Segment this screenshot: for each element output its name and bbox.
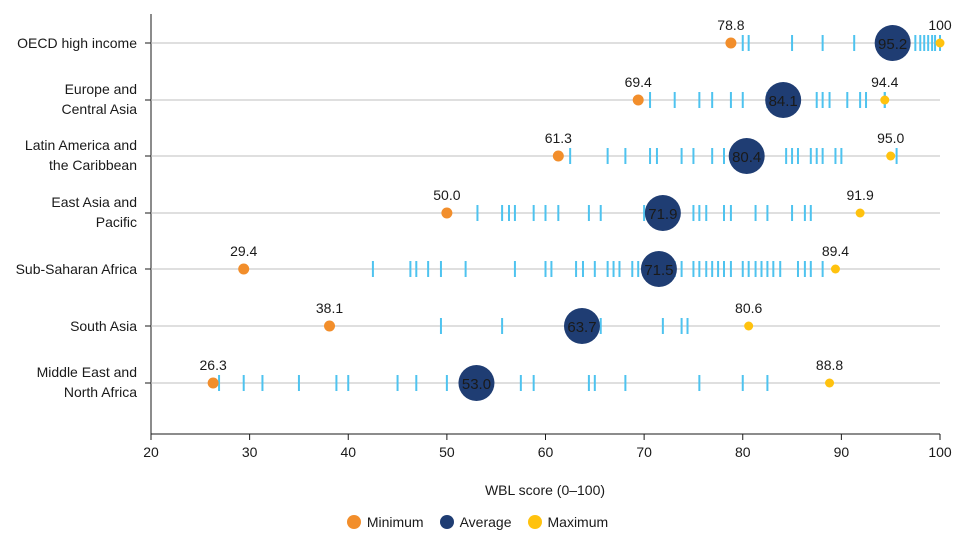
avg-label-0: 95.2 (878, 36, 907, 53)
legend-swatch-minimum (346, 515, 361, 529)
avg-label-1: 84.1 (769, 93, 798, 110)
x-tick-label-50: 50 (439, 444, 455, 460)
min-marker-6 (207, 377, 219, 389)
x-tick-label-70: 70 (636, 444, 652, 460)
min-marker-3 (441, 207, 453, 219)
legend-label-maximum: Maximum (547, 514, 609, 530)
max-marker-5 (744, 321, 754, 331)
min-marker-4 (238, 263, 250, 275)
avg-label-3: 71.9 (648, 206, 677, 223)
min-label-3: 50.0 (433, 187, 460, 203)
region-label-2-line1: Latin America and (25, 137, 137, 153)
max-marker-0 (935, 38, 945, 48)
max-label-5: 80.6 (735, 300, 762, 316)
x-tick-label-90: 90 (834, 444, 850, 460)
min-marker-0 (725, 37, 737, 49)
region-label-5: South Asia (70, 318, 137, 334)
legend-label-minimum: Minimum (366, 514, 424, 530)
region-label-3-line2: Pacific (96, 214, 137, 230)
legend: Minimum Average Maximum (0, 514, 955, 530)
max-marker-2 (886, 151, 896, 161)
max-marker-1 (880, 95, 890, 105)
max-label-0: 100 (928, 17, 952, 33)
x-tick-label-100: 100 (928, 444, 952, 460)
max-marker-6 (825, 378, 835, 388)
avg-label-5: 63.7 (567, 319, 596, 336)
legend-swatch-maximum (527, 515, 542, 529)
x-tick-label-60: 60 (538, 444, 554, 460)
avg-label-6: 53.0 (462, 376, 491, 393)
max-label-1: 94.4 (871, 74, 898, 90)
legend-item-minimum: Minimum (346, 514, 424, 530)
x-tick-label-80: 80 (735, 444, 751, 460)
x-tick-label-30: 30 (242, 444, 258, 460)
min-label-5: 38.1 (316, 300, 343, 316)
min-label-2: 61.3 (545, 130, 572, 146)
avg-marker-3 (644, 195, 681, 231)
legend-item-maximum: Maximum (527, 514, 609, 530)
min-label-0: 78.8 (717, 17, 744, 33)
legend-label-average: Average (459, 514, 512, 530)
min-marker-1 (632, 94, 644, 106)
region-label-6-line2: North Africa (64, 384, 137, 400)
min-marker-5 (324, 320, 336, 332)
x-axis-title: WBL score (0–100) (484, 482, 606, 498)
min-label-6: 26.3 (200, 357, 227, 373)
region-label-1-line1: Europe and (65, 81, 137, 97)
region-label-4: Sub-Saharan Africa (16, 261, 138, 277)
avg-marker-4 (640, 251, 677, 287)
max-label-4: 89.4 (822, 243, 849, 259)
x-tick-label-20: 20 (143, 444, 159, 460)
max-marker-3 (855, 208, 865, 218)
x-tick-label-40: 40 (340, 444, 356, 460)
avg-marker-6 (458, 365, 495, 401)
region-label-2-line2: the Caribbean (49, 157, 137, 173)
min-label-1: 69.4 (625, 74, 652, 90)
avg-label-4: 71.5 (644, 262, 673, 279)
min-marker-2 (552, 150, 564, 162)
avg-marker-5 (563, 308, 600, 344)
region-label-3-line1: East Asia and (51, 194, 137, 210)
avg-label-2: 80.4 (732, 149, 761, 166)
region-label-6-line1: Middle East and (37, 364, 137, 380)
max-label-6: 88.8 (816, 357, 843, 373)
region-label-0: OECD high income (17, 35, 137, 51)
min-label-4: 29.4 (230, 243, 257, 259)
max-label-2: 95.0 (877, 130, 904, 146)
legend-item-average: Average (439, 514, 512, 530)
legend-swatch-average (439, 515, 454, 529)
max-marker-4 (830, 264, 840, 274)
avg-marker-1 (765, 82, 802, 118)
max-label-3: 91.9 (846, 187, 873, 203)
avg-marker-2 (728, 138, 765, 174)
region-label-1-line2: Central Asia (62, 101, 138, 117)
avg-marker-0 (874, 25, 911, 61)
